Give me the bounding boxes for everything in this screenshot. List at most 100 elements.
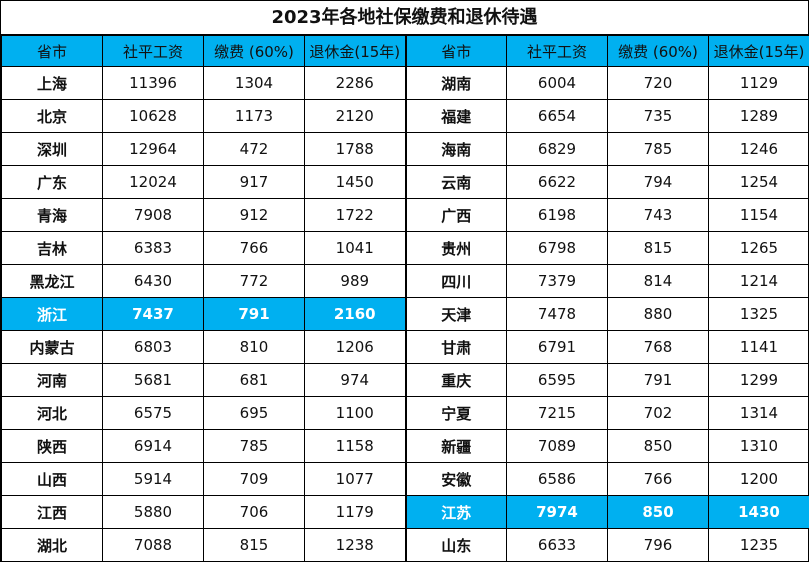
province-cell[interactable]: 云南 [405,165,507,199]
pension-cell[interactable]: 989 [304,264,407,298]
contribution-cell[interactable]: 766 [607,462,709,496]
avg-wage-cell[interactable]: 6914 [102,429,204,463]
contribution-cell[interactable]: 702 [607,396,709,430]
contribution-cell[interactable]: 785 [203,429,305,463]
avg-wage-cell[interactable]: 7379 [506,264,608,298]
pension-cell[interactable]: 1289 [708,99,809,133]
province-cell[interactable]: 贵州 [405,231,507,265]
header-contribution[interactable]: 缴费 (60%) [203,35,305,67]
province-cell[interactable]: 湖南 [405,66,507,100]
contribution-cell[interactable]: 917 [203,165,305,199]
contribution-cell[interactable]: 695 [203,396,305,430]
contribution-cell[interactable]: 735 [607,99,709,133]
avg-wage-cell[interactable]: 6383 [102,231,204,265]
avg-wage-cell[interactable]: 5681 [102,363,204,397]
province-cell[interactable]: 湖北 [1,528,103,562]
avg-wage-cell[interactable]: 5914 [102,462,204,496]
province-cell[interactable]: 北京 [1,99,103,133]
province-cell[interactable]: 深圳 [1,132,103,166]
avg-wage-cell[interactable]: 7215 [506,396,608,430]
pension-cell[interactable]: 1100 [304,396,407,430]
pension-cell[interactable]: 1235 [708,528,809,562]
contribution-cell[interactable]: 814 [607,264,709,298]
header-pension[interactable]: 退休金(15年) [708,35,809,67]
pension-cell[interactable]: 2120 [304,99,407,133]
province-cell[interactable]: 甘肃 [405,330,507,364]
avg-wage-cell[interactable]: 6575 [102,396,204,430]
province-cell[interactable]: 广东 [1,165,103,199]
pension-cell[interactable]: 1254 [708,165,809,199]
avg-wage-cell[interactable]: 11396 [102,66,204,100]
contribution-cell[interactable]: 850 [607,429,709,463]
pension-cell[interactable]: 1129 [708,66,809,100]
header-avg-wage[interactable]: 社平工资 [506,35,608,67]
pension-cell[interactable]: 1154 [708,198,809,232]
province-cell[interactable]: 山西 [1,462,103,496]
pension-cell[interactable]: 1238 [304,528,407,562]
avg-wage-cell[interactable]: 7908 [102,198,204,232]
province-cell[interactable]: 江苏 [405,495,507,529]
pension-cell[interactable]: 1179 [304,495,407,529]
pension-cell[interactable]: 1141 [708,330,809,364]
avg-wage-cell[interactable]: 12024 [102,165,204,199]
avg-wage-cell[interactable]: 6654 [506,99,608,133]
avg-wage-cell[interactable]: 6430 [102,264,204,298]
contribution-cell[interactable]: 766 [203,231,305,265]
header-province[interactable]: 省市 [405,35,507,67]
avg-wage-cell[interactable]: 6622 [506,165,608,199]
header-pension[interactable]: 退休金(15年) [304,35,407,67]
pension-cell[interactable]: 1325 [708,297,809,331]
contribution-cell[interactable]: 880 [607,297,709,331]
avg-wage-cell[interactable]: 12964 [102,132,204,166]
contribution-cell[interactable]: 810 [203,330,305,364]
avg-wage-cell[interactable]: 6798 [506,231,608,265]
pension-cell[interactable]: 974 [304,363,407,397]
avg-wage-cell[interactable]: 6633 [506,528,608,562]
province-cell[interactable]: 宁夏 [405,396,507,430]
avg-wage-cell[interactable]: 6829 [506,132,608,166]
pension-cell[interactable]: 1314 [708,396,809,430]
pension-cell[interactable]: 1158 [304,429,407,463]
pension-cell[interactable]: 1310 [708,429,809,463]
header-avg-wage[interactable]: 社平工资 [102,35,204,67]
contribution-cell[interactable]: 472 [203,132,305,166]
contribution-cell[interactable]: 720 [607,66,709,100]
province-cell[interactable]: 重庆 [405,363,507,397]
contribution-cell[interactable]: 815 [203,528,305,562]
contribution-cell[interactable]: 709 [203,462,305,496]
pension-cell[interactable]: 1788 [304,132,407,166]
header-contribution[interactable]: 缴费 (60%) [607,35,709,67]
avg-wage-cell[interactable]: 7437 [102,297,204,331]
avg-wage-cell[interactable]: 7089 [506,429,608,463]
avg-wage-cell[interactable]: 6803 [102,330,204,364]
province-cell[interactable]: 福建 [405,99,507,133]
avg-wage-cell[interactable]: 6586 [506,462,608,496]
contribution-cell[interactable]: 796 [607,528,709,562]
province-cell[interactable]: 天津 [405,297,507,331]
province-cell[interactable]: 黑龙江 [1,264,103,298]
province-cell[interactable]: 四川 [405,264,507,298]
contribution-cell[interactable]: 706 [203,495,305,529]
pension-cell[interactable]: 2160 [304,297,407,331]
province-cell[interactable]: 陕西 [1,429,103,463]
pension-cell[interactable]: 1041 [304,231,407,265]
pension-cell[interactable]: 1450 [304,165,407,199]
contribution-cell[interactable]: 794 [607,165,709,199]
province-cell[interactable]: 河南 [1,363,103,397]
contribution-cell[interactable]: 791 [203,297,305,331]
avg-wage-cell[interactable]: 7088 [102,528,204,562]
province-cell[interactable]: 新疆 [405,429,507,463]
province-cell[interactable]: 吉林 [1,231,103,265]
pension-cell[interactable]: 1299 [708,363,809,397]
pension-cell[interactable]: 2286 [304,66,407,100]
pension-cell[interactable]: 1206 [304,330,407,364]
pension-cell[interactable]: 1722 [304,198,407,232]
pension-cell[interactable]: 1077 [304,462,407,496]
province-cell[interactable]: 上海 [1,66,103,100]
contribution-cell[interactable]: 791 [607,363,709,397]
pension-cell[interactable]: 1214 [708,264,809,298]
avg-wage-cell[interactable]: 7974 [506,495,608,529]
avg-wage-cell[interactable]: 7478 [506,297,608,331]
avg-wage-cell[interactable]: 5880 [102,495,204,529]
avg-wage-cell[interactable]: 6595 [506,363,608,397]
